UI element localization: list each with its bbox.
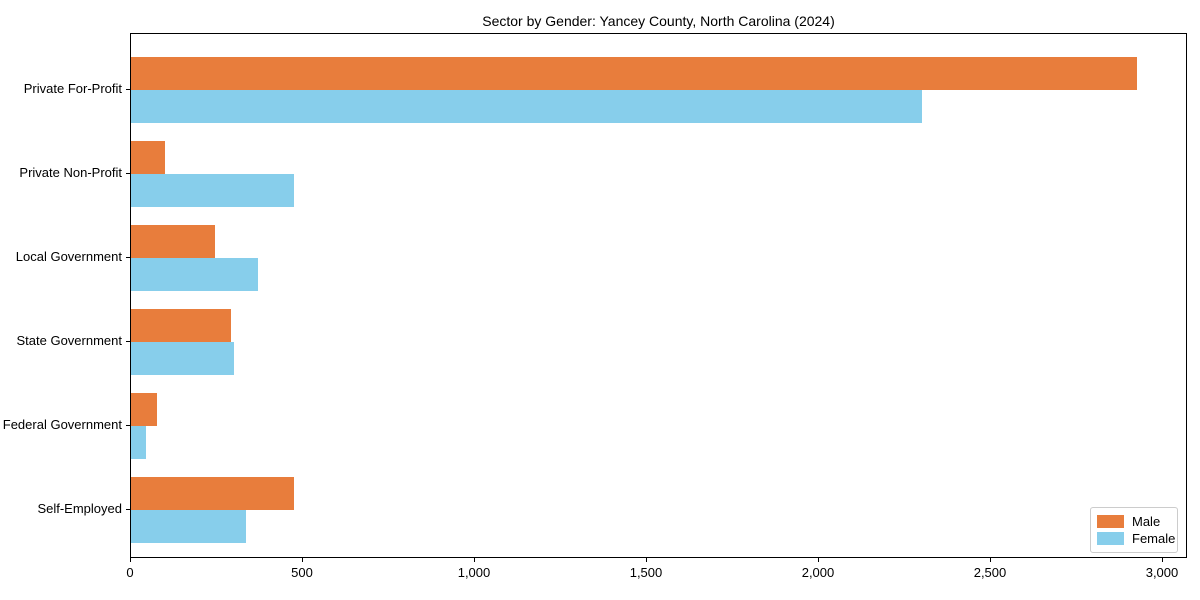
- legend-swatch-male: [1097, 515, 1124, 528]
- legend-label: Male: [1132, 514, 1161, 529]
- y-tick-mark: [126, 89, 130, 90]
- legend-entry-female: Female: [1097, 530, 1175, 547]
- legend-swatch-female: [1097, 532, 1124, 545]
- x-tick-label: 500: [291, 565, 313, 580]
- y-tick-mark: [126, 173, 130, 174]
- y-category-label: Federal Government: [2, 417, 122, 432]
- x-tick-mark: [646, 558, 647, 562]
- x-tick-label: 1,000: [457, 565, 491, 580]
- y-category-label: Private Non-Profit: [19, 165, 122, 180]
- y-tick-mark: [126, 257, 130, 258]
- y-category-label: Self-Employed: [37, 501, 122, 516]
- bar-male-2: [131, 141, 165, 174]
- legend-label: Female: [1132, 531, 1176, 546]
- bar-female-5: [131, 426, 146, 459]
- bar-female-1: [131, 90, 922, 123]
- x-tick-mark: [474, 558, 475, 562]
- y-category-label: State Government: [16, 333, 123, 348]
- y-category-label: Private For-Profit: [23, 81, 122, 96]
- bar-female-2: [131, 174, 294, 207]
- x-tick-mark: [990, 558, 991, 562]
- x-tick-label: 0: [126, 565, 134, 580]
- y-tick-mark: [126, 341, 130, 342]
- chart-title: Sector by Gender: Yancey County, North C…: [482, 13, 835, 29]
- bar-male-1: [131, 57, 1137, 90]
- y-category-label: Local Government: [15, 249, 122, 264]
- x-tick-label: 2,000: [801, 565, 835, 580]
- x-tick-mark: [818, 558, 819, 562]
- x-tick-label: 3,000: [1145, 565, 1179, 580]
- legend-entry-male: Male: [1097, 513, 1170, 530]
- bar-female-4: [131, 342, 234, 375]
- bar-male-4: [131, 309, 231, 342]
- bar-male-3: [131, 225, 215, 258]
- x-tick-mark: [302, 558, 303, 562]
- bar-female-3: [131, 258, 258, 291]
- bar-male-6: [131, 477, 294, 510]
- bar-male-5: [131, 393, 157, 426]
- x-tick-label: 1,500: [629, 565, 663, 580]
- y-tick-mark: [126, 425, 130, 426]
- x-tick-mark: [130, 558, 131, 562]
- legend: Male Female: [1090, 507, 1178, 553]
- plot-area: [130, 33, 1187, 558]
- y-tick-mark: [126, 509, 130, 510]
- x-tick-mark: [1162, 558, 1163, 562]
- x-tick-label: 2,500: [973, 565, 1007, 580]
- bar-female-6: [131, 510, 246, 543]
